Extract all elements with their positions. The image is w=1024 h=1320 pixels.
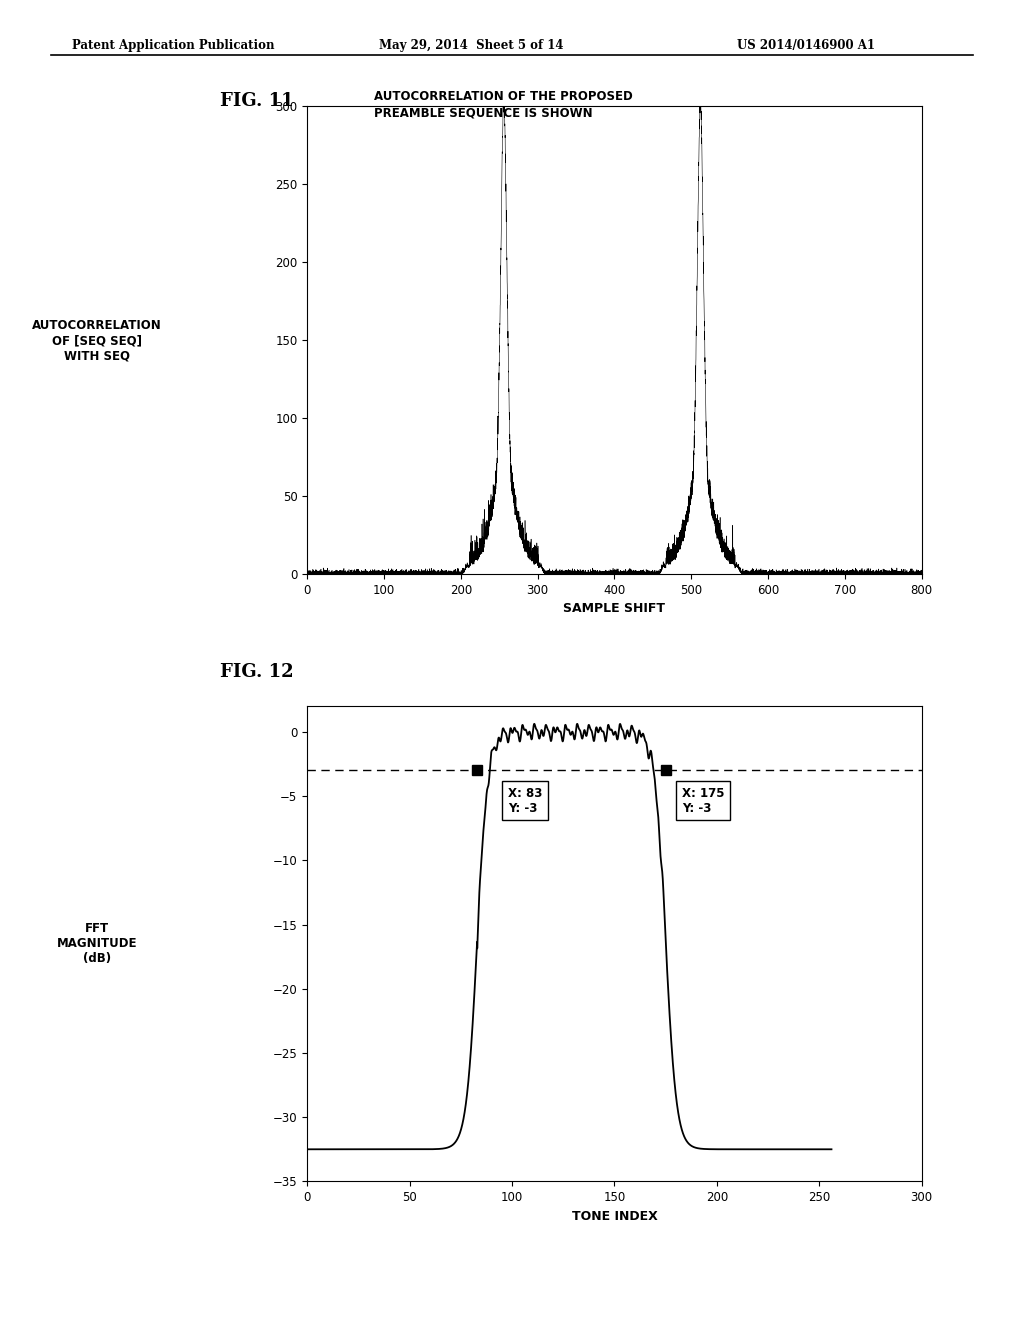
Text: FIG. 11: FIG. 11 [220, 92, 294, 111]
Text: AUTOCORRELATION OF THE PROPOSED: AUTOCORRELATION OF THE PROPOSED [374, 90, 633, 103]
Text: X: 175
Y: -3: X: 175 Y: -3 [682, 787, 725, 814]
Text: US 2014/0146900 A1: US 2014/0146900 A1 [737, 40, 876, 51]
Text: FIG. 12: FIG. 12 [220, 663, 294, 681]
Text: AUTOCORRELATION
OF [SEQ SEQ]
WITH SEQ: AUTOCORRELATION OF [SEQ SEQ] WITH SEQ [33, 319, 162, 362]
Text: X: 83
Y: -3: X: 83 Y: -3 [508, 787, 543, 814]
X-axis label: TONE INDEX: TONE INDEX [571, 1209, 657, 1222]
Text: May 29, 2014  Sheet 5 of 14: May 29, 2014 Sheet 5 of 14 [379, 40, 563, 51]
Text: Patent Application Publication: Patent Application Publication [72, 40, 274, 51]
Text: PREAMBLE SEQUENCE IS SHOWN: PREAMBLE SEQUENCE IS SHOWN [374, 107, 593, 120]
Text: FFT
MAGNITUDE
(dB): FFT MAGNITUDE (dB) [57, 923, 137, 965]
X-axis label: SAMPLE SHIFT: SAMPLE SHIFT [563, 602, 666, 615]
